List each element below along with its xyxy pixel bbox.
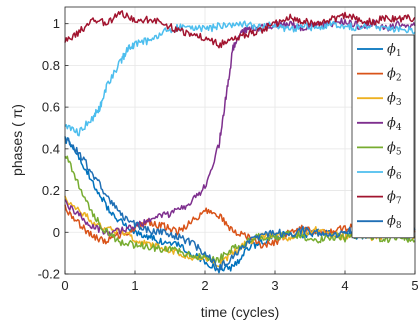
y-tick-label: 0.2 bbox=[42, 183, 60, 198]
y-tick-label: 0.6 bbox=[42, 100, 60, 115]
legend-label-base: ϕ bbox=[387, 165, 396, 180]
legend-label: ϕ6 bbox=[387, 165, 402, 182]
legend-label-base: ϕ bbox=[387, 140, 396, 155]
legend-label: ϕ4 bbox=[387, 116, 402, 133]
y-tick-label: 0.4 bbox=[42, 141, 60, 156]
legend-label: ϕ3 bbox=[387, 91, 402, 108]
plot-frame bbox=[64, 6, 416, 275]
x-tick-label: 5 bbox=[411, 278, 418, 293]
series-line-phi7 bbox=[64, 10, 416, 49]
legend-label-subscript: 7 bbox=[396, 197, 402, 207]
legend-label: ϕ7 bbox=[387, 190, 402, 207]
legend-label-base: ϕ bbox=[387, 42, 396, 57]
legend-label-subscript: 1 bbox=[396, 49, 402, 59]
legend-label: ϕ1 bbox=[387, 42, 402, 59]
legend-label: ϕ5 bbox=[387, 140, 402, 157]
series-lines bbox=[64, 10, 416, 274]
legend-label: ϕ8 bbox=[387, 214, 402, 231]
x-tick-label: 4 bbox=[341, 278, 348, 293]
legend-label-base: ϕ bbox=[387, 67, 396, 82]
axis-ticks bbox=[64, 23, 416, 275]
legend-label-subscript: 2 bbox=[396, 74, 402, 84]
x-axis-title: time (cycles) bbox=[201, 304, 280, 320]
x-tick-label: 3 bbox=[271, 278, 278, 293]
y-tick-label: 0.8 bbox=[42, 58, 60, 73]
legend-label-base: ϕ bbox=[387, 190, 396, 205]
tick-labels: 0 1 2 3 4 5-0.200.20.40.60.81 bbox=[38, 16, 418, 293]
legend-label-subscript: 8 bbox=[396, 221, 402, 231]
legend-label: ϕ2 bbox=[387, 67, 402, 84]
legend-label-subscript: 3 bbox=[396, 98, 402, 108]
legend-label-base: ϕ bbox=[387, 116, 396, 131]
y-tick-label: 0 bbox=[53, 225, 60, 240]
series-line-phi1 bbox=[64, 136, 416, 274]
legend-label-base: ϕ bbox=[387, 214, 396, 229]
y-tick-label: 1 bbox=[53, 16, 60, 31]
x-tick-label: 2 bbox=[201, 278, 208, 293]
legend-box bbox=[351, 34, 415, 239]
series-line-phi6 bbox=[64, 19, 416, 137]
legend-label-base: ϕ bbox=[387, 91, 396, 106]
x-tick-label: 1 bbox=[131, 278, 138, 293]
legend-label-subscript: 6 bbox=[396, 172, 402, 182]
legend-label-subscript: 5 bbox=[396, 147, 402, 157]
x-tick-label: 0 bbox=[61, 278, 68, 293]
y-axis-title: phases ( π) bbox=[9, 104, 25, 176]
y-tick-label: -0.2 bbox=[38, 267, 60, 282]
legend-label-subscript: 4 bbox=[396, 123, 402, 133]
